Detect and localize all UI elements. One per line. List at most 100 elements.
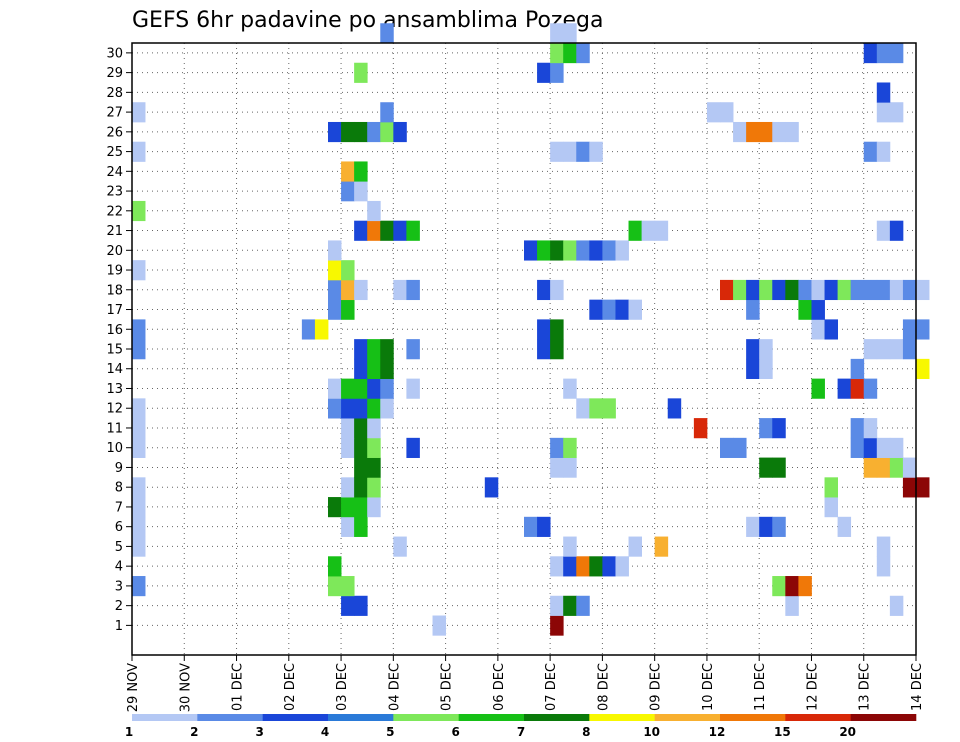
y-tick-label: 14 [106, 362, 123, 377]
heatmap-cell [837, 378, 852, 399]
heatmap-cell [602, 398, 616, 419]
x-tick-label: 04 DEC [387, 663, 402, 711]
heatmap-cell [132, 437, 146, 458]
heatmap-cell [341, 121, 355, 143]
heatmap-cells [132, 23, 930, 636]
heatmap-cell [380, 358, 394, 380]
heatmap-cell [811, 378, 825, 399]
x-tick-label: 29 NOV [126, 663, 141, 712]
legend-label: 1 [125, 725, 133, 739]
heatmap-cell [563, 378, 577, 399]
heatmap-cell [550, 62, 564, 83]
heatmap-cell [811, 319, 825, 340]
legend-swatch [132, 714, 198, 721]
heatmap-cell [628, 220, 642, 241]
heatmap-cell [314, 319, 329, 340]
heatmap-cell [367, 418, 381, 439]
heatmap-cell [341, 576, 355, 597]
x-tick-label: 14 DEC [910, 663, 925, 711]
heatmap-cell [654, 536, 669, 557]
y-tick-label: 12 [106, 402, 123, 417]
legend-label: 8 [582, 725, 590, 739]
y-tick-label: 11 [106, 421, 123, 436]
legend-swatch [589, 714, 655, 721]
heatmap-cell [850, 358, 865, 380]
heatmap-cell [837, 516, 852, 537]
heatmap-cell [354, 358, 368, 380]
heatmap-cell [785, 576, 799, 597]
heatmap-cell [341, 181, 355, 202]
y-tick-label: 8 [115, 481, 123, 496]
heatmap-cell [537, 279, 551, 301]
legend-swatch [785, 714, 851, 721]
heatmap-cell [589, 398, 603, 419]
heatmap-cell [563, 437, 577, 458]
heatmap-cell [916, 279, 930, 301]
heatmap-cell [524, 516, 538, 537]
heatmap-cell [811, 299, 825, 320]
heatmap-cell [876, 556, 891, 577]
heatmap-cell [380, 339, 394, 360]
heatmap-cell [693, 418, 708, 439]
y-axis-ticks: 1234567891011121314151617181920212223242… [106, 46, 132, 634]
heatmap-cell [393, 536, 407, 557]
legend-swatch [328, 714, 394, 721]
x-tick-label: 05 DEC [440, 663, 455, 711]
heatmap-cell [746, 516, 760, 537]
heatmap-cell [772, 418, 786, 439]
heatmap-cell [889, 339, 904, 360]
heatmap-cell [550, 319, 564, 340]
y-tick-label: 23 [106, 185, 123, 200]
heatmap-cell [380, 23, 394, 44]
legend-label: 5 [386, 725, 394, 739]
heatmap-cell [550, 279, 564, 301]
heatmap-cell [354, 437, 368, 458]
y-tick-label: 21 [106, 224, 123, 239]
heatmap-cell [798, 279, 812, 301]
heatmap-cell [406, 437, 420, 458]
heatmap-cell [576, 141, 590, 162]
heatmap-cell [615, 240, 629, 261]
heatmap-cell [367, 497, 381, 518]
x-tick-label: 03 DEC [335, 663, 350, 711]
heatmap-cell [916, 358, 930, 380]
heatmap-cell [785, 279, 799, 301]
heatmap-cell [301, 319, 316, 340]
heatmap-cell [132, 418, 146, 439]
heatmap-cell [759, 516, 773, 537]
heatmap-cell [354, 378, 368, 399]
y-tick-label: 3 [115, 579, 123, 594]
heatmap-cell [889, 437, 904, 458]
heatmap-cell [641, 220, 656, 241]
heatmap-cell [876, 437, 891, 458]
heatmap-cell [733, 437, 747, 458]
heatmap-cell [380, 398, 394, 419]
heatmap-cell [132, 497, 146, 518]
heatmap-cell [850, 279, 865, 301]
legend-label: 12 [709, 725, 726, 739]
legend-swatch [458, 714, 525, 721]
heatmap-cell [367, 457, 381, 478]
heatmap-cell [354, 220, 368, 241]
y-tick-label: 10 [106, 441, 123, 456]
heatmap-cell [759, 339, 773, 360]
heatmap-cell [889, 457, 904, 478]
heatmap-cell [876, 82, 891, 103]
x-tick-label: 10 DEC [701, 663, 716, 711]
y-tick-label: 24 [106, 165, 123, 180]
heatmap-cell [850, 378, 865, 399]
heatmap-cell [406, 339, 420, 360]
x-tick-label: 01 DEC [231, 663, 246, 711]
heatmap-cell [563, 43, 577, 64]
heatmap-cell [759, 457, 773, 478]
heatmap-cell [667, 398, 682, 419]
heatmap-cell [576, 398, 590, 419]
heatmap-cell [902, 319, 917, 340]
heatmap-cell [798, 299, 812, 320]
heatmap-cell [406, 378, 420, 399]
heatmap-cell [876, 279, 891, 301]
x-tick-label: 13 DEC [858, 663, 873, 711]
heatmap-cell [733, 279, 747, 301]
heatmap-cell [628, 536, 642, 557]
heatmap-cell [902, 457, 917, 478]
